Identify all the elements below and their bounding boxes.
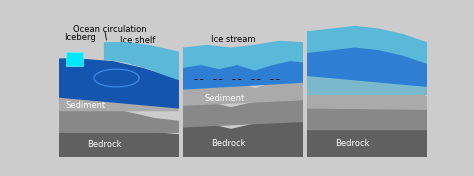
Polygon shape — [307, 27, 427, 86]
Polygon shape — [317, 66, 417, 94]
Polygon shape — [307, 66, 427, 109]
Polygon shape — [59, 93, 179, 111]
Text: Ocean circulation: Ocean circulation — [73, 25, 146, 34]
Text: Bedrock: Bedrock — [87, 140, 122, 149]
Text: Ice shelf: Ice shelf — [120, 36, 155, 45]
Polygon shape — [183, 62, 302, 89]
Polygon shape — [183, 81, 302, 105]
Polygon shape — [307, 62, 427, 94]
Polygon shape — [59, 127, 179, 157]
Polygon shape — [183, 42, 302, 89]
Text: Sediment: Sediment — [312, 84, 352, 93]
Text: Bedrock: Bedrock — [211, 139, 246, 148]
Polygon shape — [307, 48, 427, 86]
Bar — [66, 52, 83, 66]
Polygon shape — [183, 97, 302, 127]
Text: Basal ice: Basal ice — [379, 38, 417, 47]
Polygon shape — [307, 130, 427, 157]
Polygon shape — [59, 59, 179, 108]
Polygon shape — [59, 135, 179, 157]
Polygon shape — [307, 100, 427, 157]
Text: Open marine: Open marine — [64, 67, 119, 76]
Text: Bedrock: Bedrock — [336, 139, 370, 148]
Text: Subglacial lake: Subglacial lake — [341, 71, 404, 80]
Text: Ice stream: Ice stream — [211, 35, 255, 44]
Text: Iceberg: Iceberg — [64, 33, 96, 42]
Polygon shape — [105, 43, 179, 79]
Text: Sediment: Sediment — [65, 101, 105, 110]
Text: Ice sheet: Ice sheet — [341, 33, 379, 42]
Polygon shape — [307, 78, 427, 130]
Polygon shape — [183, 119, 302, 157]
Polygon shape — [183, 130, 302, 157]
Text: Sediment: Sediment — [205, 94, 245, 103]
Polygon shape — [59, 108, 179, 132]
